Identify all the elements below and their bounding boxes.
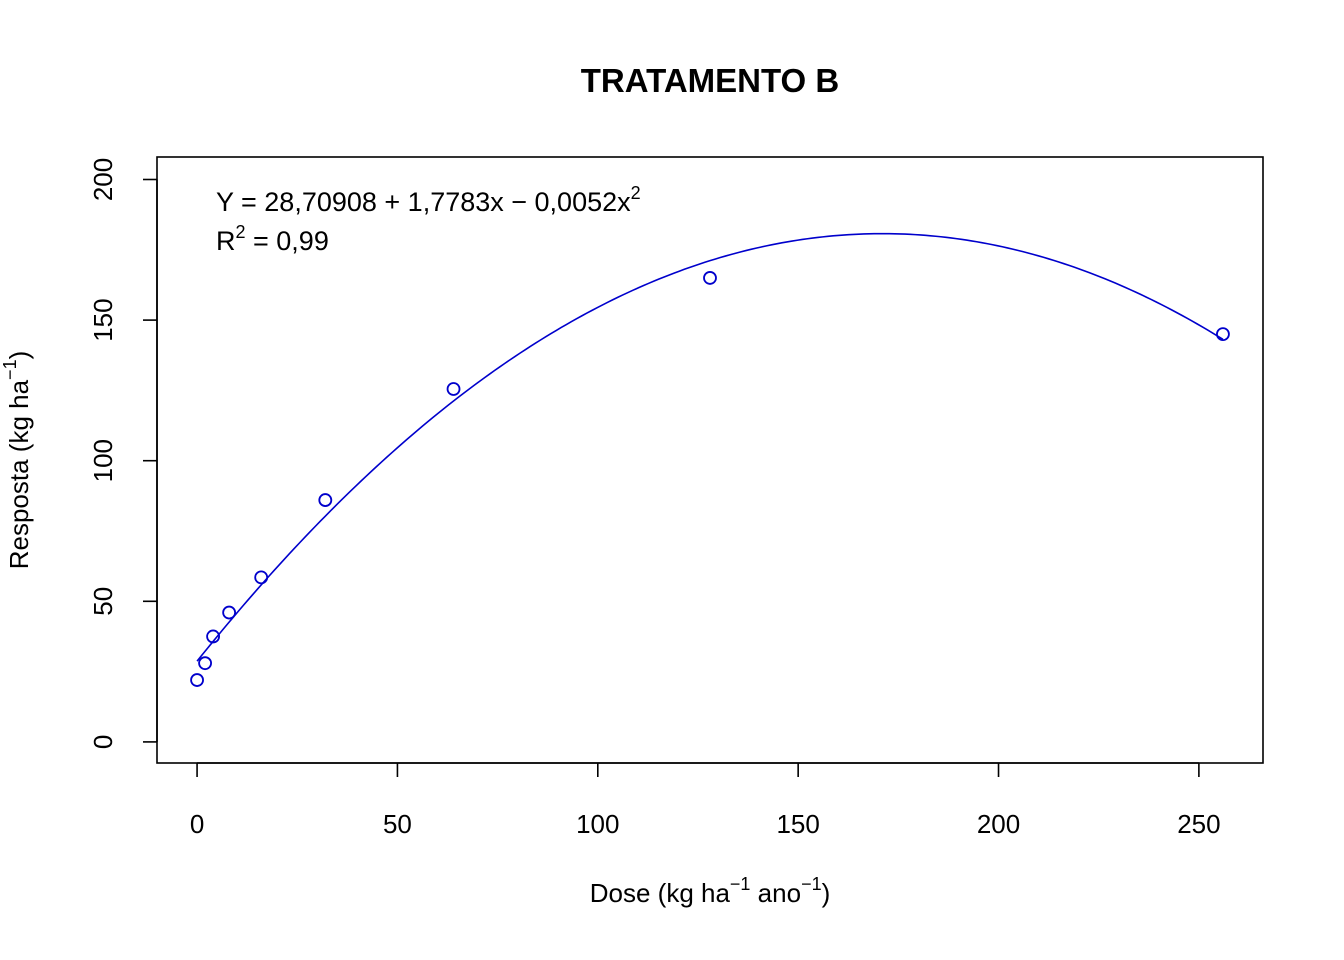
chart-title: TRATAMENTO B <box>581 62 839 99</box>
data-point <box>198 656 212 671</box>
r2-superscript: 2 <box>236 222 246 242</box>
equation-text: Y = 28,70908 + 1,7783x − 0,0052x <box>216 187 631 217</box>
y-axis-label-main: Resposta (kg ha <box>4 379 34 569</box>
x-tick-label: 200 <box>977 809 1020 839</box>
x-tick-label: 50 <box>383 809 412 839</box>
y-tick-label: 50 <box>88 587 118 616</box>
data-point <box>254 570 269 585</box>
y-tick-label: 100 <box>88 439 118 482</box>
y-tick-label: 200 <box>88 158 118 201</box>
x-axis-label: Dose (kg ha−1 ano−1) <box>590 874 831 908</box>
x-tick-label: 100 <box>576 809 619 839</box>
y-tick-label: 150 <box>88 298 118 341</box>
x-axis-label-close: ) <box>822 878 831 908</box>
equation-annotation: Y = 28,70908 + 1,7783x − 0,0052x2 <box>216 183 641 217</box>
y-axis-label-sup: −1 <box>0 359 20 380</box>
x-axis-label-main: Dose (kg ha <box>590 878 731 908</box>
fit-curve <box>196 232 1224 662</box>
data-point <box>1216 327 1230 342</box>
data-point <box>190 673 204 687</box>
equation-superscript: 2 <box>631 183 641 203</box>
y-axis-label-close: ) <box>4 351 34 360</box>
r2-value: = 0,99 <box>246 226 329 256</box>
x-axis-label-sup2: −1 <box>801 874 822 894</box>
data-point <box>318 493 333 507</box>
y-tick-label: 0 <box>88 735 118 749</box>
y-axis-label: Resposta (kg ha−1) <box>0 351 34 570</box>
x-tick-label: 0 <box>190 809 204 839</box>
x-axis-label-sup1: −1 <box>730 874 751 894</box>
y-axis: 0 50 100 150 200 <box>88 158 158 749</box>
data-points <box>190 271 1230 687</box>
r2-annotation: R2 = 0,99 <box>216 222 329 256</box>
r2-label: R <box>216 226 236 256</box>
x-tick-label: 150 <box>776 809 819 839</box>
data-point <box>703 271 717 285</box>
x-axis: 0 50 100 150 200 250 <box>190 762 1221 839</box>
data-point <box>446 382 461 396</box>
data-point <box>206 629 221 644</box>
data-point <box>222 605 237 620</box>
x-tick-label: 250 <box>1177 809 1220 839</box>
x-axis-label-middle: ano <box>750 878 801 908</box>
